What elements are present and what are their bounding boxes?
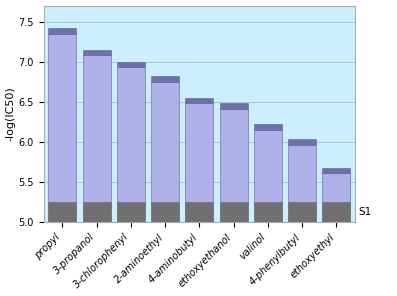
Bar	[83, 55, 111, 202]
Bar	[185, 202, 214, 222]
Bar	[117, 62, 145, 67]
Bar	[220, 202, 248, 222]
Bar	[322, 202, 351, 222]
Bar	[322, 168, 351, 173]
Bar	[151, 82, 179, 202]
Bar	[220, 103, 248, 109]
Bar	[151, 202, 179, 222]
Bar	[48, 202, 77, 222]
Bar	[83, 50, 111, 55]
Bar	[322, 173, 351, 202]
Bar	[185, 98, 214, 103]
Text: S1: S1	[358, 207, 372, 217]
Bar	[288, 139, 316, 145]
Bar	[151, 76, 179, 82]
Bar	[117, 67, 145, 202]
Bar	[48, 34, 77, 202]
Bar	[117, 202, 145, 222]
Bar	[254, 202, 282, 222]
Bar	[254, 124, 282, 130]
Bar	[48, 28, 77, 34]
Y-axis label: -log(IC50): -log(IC50)	[6, 86, 15, 141]
Bar	[288, 145, 316, 202]
Bar	[288, 202, 316, 222]
Bar	[185, 103, 214, 202]
Bar	[220, 109, 248, 202]
Bar	[83, 202, 111, 222]
Bar	[254, 130, 282, 202]
